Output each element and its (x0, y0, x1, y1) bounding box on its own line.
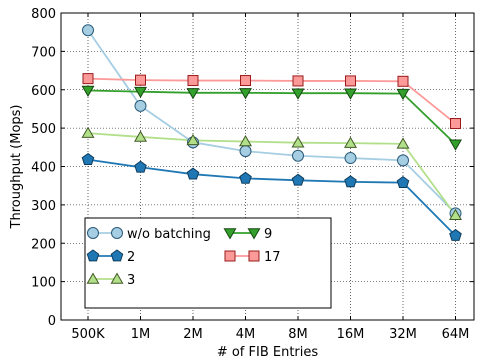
y-tick-label: 400 (31, 161, 56, 176)
data-point (396, 176, 410, 188)
data-point (292, 149, 304, 162)
legend-marker (110, 272, 124, 284)
data-point (186, 133, 200, 146)
legend-label: w/o batching (127, 227, 211, 242)
series-line (87, 29, 457, 214)
data-point (81, 126, 95, 138)
data-point (345, 75, 356, 87)
data-point (396, 88, 410, 101)
x-tick-label: 16M (337, 327, 365, 342)
data-point (344, 88, 357, 100)
data-point (292, 75, 304, 87)
data-point (134, 86, 147, 99)
data-point (239, 171, 252, 184)
data-point (186, 167, 200, 180)
data-point (396, 137, 410, 149)
data-point (81, 152, 95, 165)
y-tick-label: 0 (48, 314, 56, 329)
x-tick-label: 500K (71, 327, 105, 342)
data-point (344, 152, 357, 165)
data-point (397, 154, 409, 167)
data-point (82, 73, 94, 85)
y-tick-label: 800 (31, 7, 56, 22)
y-tick-label: 600 (31, 84, 56, 99)
legend-label: 9 (264, 227, 272, 242)
legend-marker (110, 249, 124, 262)
legend-marker (247, 228, 261, 240)
data-point (239, 135, 252, 147)
data-point (291, 173, 305, 186)
data-point (449, 208, 462, 220)
data-point (449, 139, 462, 151)
x-tick-label: 1M (131, 327, 151, 342)
x-tick-label: 8M (288, 327, 308, 342)
data-point (134, 130, 147, 142)
data-point (344, 175, 357, 188)
data-point (239, 88, 252, 100)
series-line (87, 77, 457, 125)
legend-marker (224, 250, 236, 262)
data-point (239, 145, 252, 158)
grid-lines (61, 13, 474, 320)
legend-marker (223, 228, 237, 240)
x-axis-label: # of FIB Entries (217, 345, 319, 360)
legend: w/o batching 2 3 9 17 (84, 217, 332, 309)
data-point (187, 75, 199, 87)
data-point (135, 74, 146, 86)
legend-label: 2 (127, 250, 135, 265)
data-point (134, 160, 147, 173)
data-point (134, 99, 147, 112)
series-line (87, 89, 457, 145)
data-point (240, 75, 251, 87)
data-point (186, 88, 200, 100)
legend-label: 17 (264, 250, 281, 265)
series-markers (81, 24, 462, 241)
legend-marker (248, 250, 260, 262)
x-axis-ticks: 500K 1M 2M 4M 8M 16M 32M 64M (71, 13, 469, 342)
data-point (450, 118, 461, 130)
x-tick-label: 32M (389, 327, 417, 342)
series-line (87, 158, 457, 237)
y-axis-ticks: 0 100 200 300 400 500 600 700 800 (31, 7, 474, 329)
data-point (344, 136, 357, 148)
y-tick-label: 300 (31, 199, 56, 214)
data-point (291, 88, 305, 100)
data-point (397, 75, 409, 87)
data-point (81, 85, 95, 98)
legend-marker (86, 249, 100, 262)
y-tick-label: 100 (31, 276, 56, 291)
series-lines (87, 29, 457, 237)
legend-label: 3 (127, 273, 135, 288)
legend-marker (86, 272, 100, 284)
legend-marker (87, 227, 99, 239)
data-point (82, 24, 94, 37)
y-tick-label: 500 (31, 122, 56, 137)
legend-marker (111, 227, 123, 239)
series-line (87, 132, 457, 216)
y-tick-label: 700 (31, 45, 56, 60)
x-tick-label: 64M (442, 327, 470, 342)
legend-box (84, 217, 332, 309)
x-tick-label: 2M (183, 327, 203, 342)
y-tick-label: 200 (31, 237, 56, 252)
y-axis-label: Throughput (Mops) (9, 105, 24, 230)
data-point (291, 136, 305, 148)
x-tick-label: 4M (236, 327, 256, 342)
data-point (449, 228, 462, 241)
